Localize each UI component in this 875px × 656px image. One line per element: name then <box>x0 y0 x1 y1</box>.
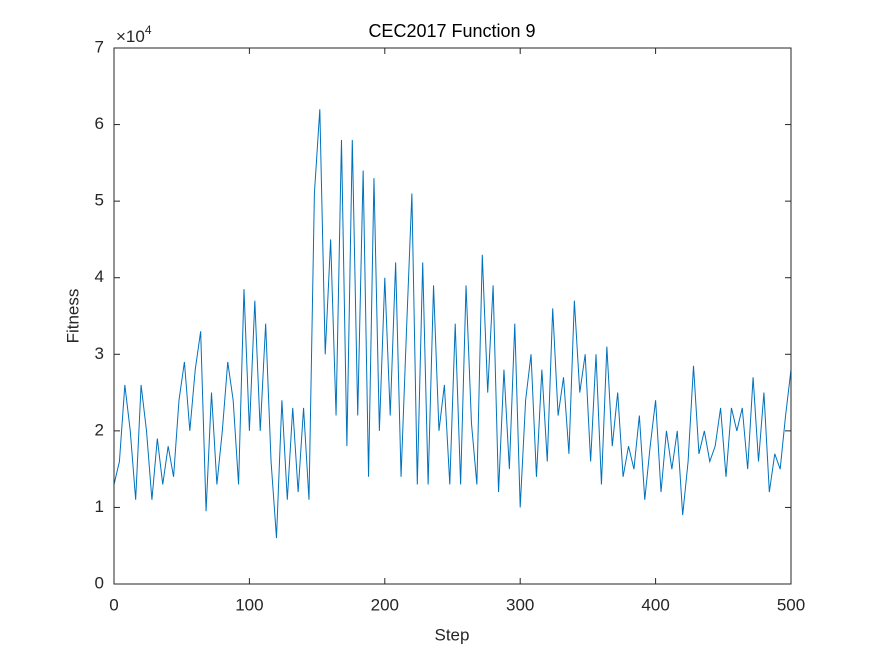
y-multiplier: ×104 <box>116 23 152 46</box>
y-tick-label: 0 <box>95 573 104 592</box>
y-axis-label: Fitness <box>63 289 82 344</box>
plot-area <box>114 48 791 584</box>
y-tick-label: 4 <box>95 267 104 286</box>
y-multiplier-exponent: 4 <box>145 23 152 37</box>
y-multiplier-base: ×10 <box>116 27 145 46</box>
y-tick-label: 5 <box>95 191 104 210</box>
x-tick-label: 100 <box>235 595 263 614</box>
x-tick-label: 200 <box>371 595 399 614</box>
y-tick-label: 1 <box>95 497 104 516</box>
x-tick-label: 500 <box>777 595 805 614</box>
y-tick-label: 3 <box>95 344 104 363</box>
axes-box <box>113 47 792 585</box>
y-tick-label: 2 <box>95 420 104 439</box>
chart-title: CEC2017 Function 9 <box>368 21 535 41</box>
y-tick-label: 7 <box>95 37 104 56</box>
x-tick-label: 400 <box>641 595 669 614</box>
data-line <box>113 109 792 539</box>
y-tick-label: 6 <box>95 114 104 133</box>
x-tick-label: 300 <box>506 595 534 614</box>
x-axis-label: Step <box>435 625 470 644</box>
plot-layer <box>113 109 792 539</box>
x-tick-label: 0 <box>109 595 118 614</box>
